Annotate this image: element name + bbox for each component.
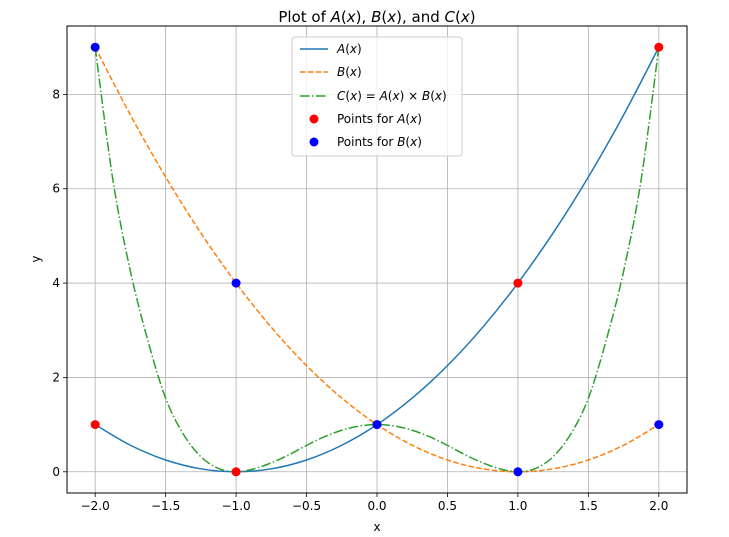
- point-a: [513, 278, 523, 288]
- legend-marker: [309, 114, 319, 124]
- points-layer: [90, 42, 664, 477]
- point-b: [513, 467, 523, 477]
- point-a: [654, 42, 664, 52]
- point-b: [372, 420, 382, 430]
- legend-label: Points for A(x): [337, 112, 422, 126]
- x-tick-label: 0.0: [367, 499, 386, 513]
- y-tick-label: 2: [52, 370, 60, 384]
- axis-ticks: −2.0 −1.5 −1.0 −0.5 0.0 0.5 1.0 1.5 2.0 0 2 4 6 8: [52, 87, 668, 513]
- legend-label: Points for B(x): [337, 135, 422, 149]
- point-b: [231, 278, 241, 288]
- legend-box: [291, 36, 463, 157]
- x-tick-label: 0.5: [438, 499, 457, 513]
- x-tick-label: 2.0: [649, 499, 668, 513]
- x-tick-label: −2.0: [81, 499, 110, 513]
- x-axis-label: x: [373, 520, 380, 534]
- legend-label: B(x): [337, 65, 362, 79]
- x-tick-label: −1.0: [222, 499, 251, 513]
- y-axis-label: y: [29, 255, 43, 262]
- y-tick-label: 0: [52, 465, 60, 479]
- x-tick-label: 1.0: [508, 499, 527, 513]
- point-a: [231, 467, 241, 477]
- point-b: [90, 42, 100, 52]
- point-a: [90, 420, 100, 430]
- legend-label: A(x): [336, 42, 362, 56]
- x-tick-label: 1.5: [579, 499, 598, 513]
- x-tick-label: −1.5: [151, 499, 180, 513]
- legend-marker: [309, 137, 319, 147]
- y-tick-label: 8: [52, 87, 60, 101]
- y-tick-label: 6: [52, 182, 60, 196]
- legend: A(x) B(x) C(x) = A(x) × B(x) Points for A(x…: [291, 36, 463, 157]
- point-b: [654, 420, 664, 430]
- chart-title: Plot of A(x), B(x), and C(x): [278, 8, 475, 26]
- series-line-b: [94, 46, 660, 473]
- legend-label: C(x) = A(x) × B(x): [337, 89, 447, 103]
- y-tick-label: 4: [52, 276, 60, 290]
- x-tick-label: −0.5: [292, 499, 321, 513]
